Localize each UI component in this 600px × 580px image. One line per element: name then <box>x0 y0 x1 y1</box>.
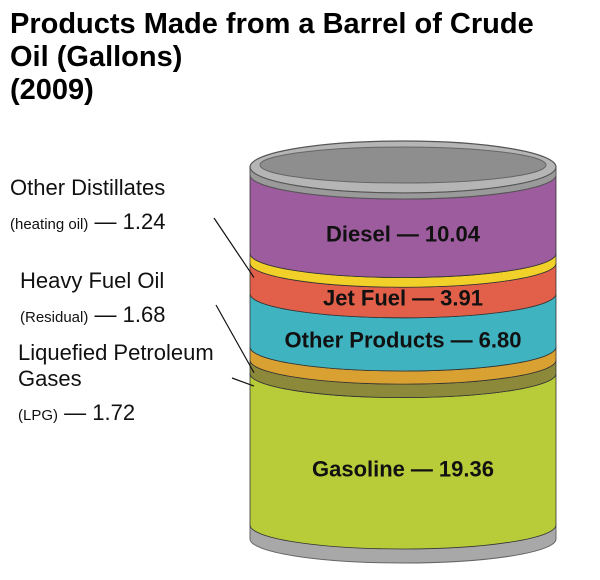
leader-line <box>215 304 255 374</box>
value-label: 10.04 <box>425 221 481 246</box>
value-line: (LPG) — 1.72 <box>18 400 248 429</box>
value-line: (heating oil) — 1.24 <box>10 209 250 238</box>
category-note: (LPG) <box>18 407 59 424</box>
category-name: Heavy Fuel Oil <box>20 268 165 293</box>
chart-title: Products Made from a Barrel of Crude Oil… <box>10 8 534 73</box>
segment-label: Other Products —6.80 <box>285 328 522 353</box>
value-label: 1.24 <box>122 209 166 234</box>
separator: — <box>411 456 433 481</box>
value-label: 19.36 <box>439 456 494 481</box>
outside-label: Other Distillates (heating oil) — 1.24 <box>10 175 250 238</box>
value-label: 1.72 <box>92 400 136 425</box>
barrel-lid-edge <box>249 166 557 200</box>
value-line: (Residual) — 1.68 <box>20 302 250 331</box>
category-note: (Residual) <box>20 309 89 326</box>
category-name: Diesel <box>326 221 391 246</box>
chart-subtitle: (2009) <box>10 74 94 106</box>
category-name: Other Distillates <box>10 175 166 200</box>
separator: — <box>94 302 117 327</box>
category-name: Jet Fuel <box>323 286 406 311</box>
separator: — <box>412 286 434 311</box>
value-label: 3.91 <box>440 286 483 311</box>
separator: — <box>94 209 117 234</box>
segment-label: Jet Fuel —3.91 <box>323 286 483 311</box>
outside-label: Heavy Fuel Oil (Residual) — 1.68 <box>20 268 250 331</box>
title-block: Products Made from a Barrel of Crude Oil… <box>10 8 550 107</box>
leader-line <box>213 217 255 278</box>
separator: — <box>451 328 473 353</box>
category-name: Other Products <box>285 328 445 353</box>
barrel-lid-inner <box>259 146 547 184</box>
category-name: Gasoline <box>312 456 405 481</box>
category-name: Liquefied Petroleum Gases <box>18 340 214 391</box>
separator: — <box>64 400 87 425</box>
outside-label: Liquefied Petroleum Gases (LPG) — 1.72 <box>18 340 248 429</box>
segment-label: Diesel —10.04 <box>326 221 481 246</box>
segment-label: Gasoline —19.36 <box>312 456 494 481</box>
value-label: 6.80 <box>479 328 522 353</box>
category-note: (heating oil) <box>10 216 89 233</box>
leader-line <box>231 377 255 387</box>
separator: — <box>397 221 419 246</box>
value-label: 1.68 <box>122 302 166 327</box>
